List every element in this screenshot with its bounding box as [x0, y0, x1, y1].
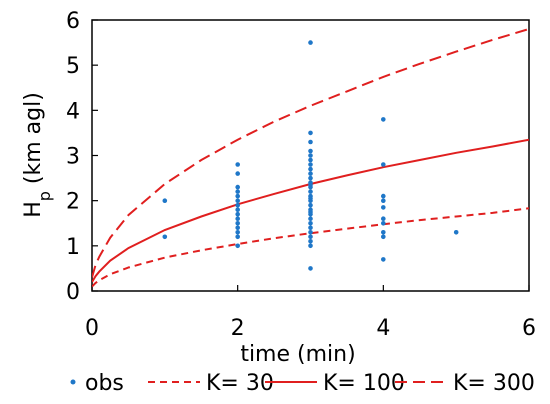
- obs-point: [381, 117, 386, 122]
- obs-point: [308, 209, 313, 215]
- y-tick-label: 6: [66, 9, 80, 34]
- x-tick-label: 2: [231, 316, 245, 341]
- obs-point: [235, 230, 240, 235]
- obs-point: [308, 175, 313, 181]
- obs-point: [308, 182, 313, 188]
- obs-point: [235, 189, 240, 194]
- obs-point: [235, 184, 240, 190]
- obs-point: [235, 193, 240, 199]
- obs-point: [308, 239, 313, 244]
- y-axis-title-rest: (km agl): [21, 92, 46, 191]
- legend-obs-marker: [70, 379, 76, 385]
- y-axis-title-main: H: [21, 201, 46, 218]
- x-tick-label: 0: [85, 316, 99, 341]
- legend-k300-label: K= 300: [453, 371, 535, 396]
- obs-point: [308, 196, 313, 201]
- obs-point: [308, 216, 313, 221]
- obs-point: [308, 171, 313, 176]
- obs-point: [308, 221, 313, 226]
- y-tick-label: 1: [66, 235, 80, 260]
- series-line-k300: [92, 28, 529, 278]
- obs-point: [235, 162, 240, 167]
- model-lines: [92, 28, 529, 288]
- obs-points: [162, 40, 459, 271]
- obs-point: [381, 198, 386, 203]
- obs-point: [235, 221, 240, 226]
- obs-point: [381, 257, 386, 262]
- ticks: 0 2 4 6 0 1 2 3 4 5 6: [66, 9, 536, 341]
- obs-point: [308, 166, 313, 172]
- obs-point: [381, 221, 386, 226]
- obs-point: [381, 193, 386, 199]
- obs-point: [308, 40, 313, 45]
- y-tick-label: 4: [66, 99, 80, 124]
- obs-point: [162, 234, 168, 240]
- obs-point: [381, 216, 386, 221]
- obs-point: [308, 266, 313, 271]
- obs-point: [235, 211, 240, 217]
- y-axis-title: Hp (km agl): [21, 92, 54, 218]
- obs-point: [235, 171, 240, 176]
- obs-point: [235, 202, 240, 208]
- obs-point: [235, 234, 240, 240]
- y-axis-title-sub: p: [35, 191, 54, 201]
- obs-point: [235, 216, 240, 221]
- series-line-k30: [92, 207, 529, 288]
- series-line-k100: [92, 138, 529, 283]
- obs-point: [235, 225, 240, 231]
- x-tick-label: 4: [376, 316, 390, 341]
- obs-point: [308, 130, 313, 136]
- legend-obs-label: obs: [85, 371, 124, 396]
- obs-point: [235, 198, 240, 203]
- obs-point: [381, 162, 386, 167]
- obs-point: [308, 148, 313, 154]
- x-tick-label: 6: [522, 316, 536, 341]
- obs-point: [308, 230, 313, 235]
- obs-point: [308, 234, 313, 240]
- y-tick-label: 5: [66, 54, 80, 79]
- y-tick-label: 3: [66, 145, 80, 170]
- obs-point: [162, 198, 168, 203]
- obs-point: [308, 139, 313, 145]
- y-tick-label: 2: [66, 190, 80, 215]
- y-tick-label: 0: [66, 280, 80, 305]
- obs-point: [235, 243, 240, 249]
- obs-point: [308, 202, 313, 208]
- obs-point: [308, 189, 313, 194]
- obs-point: [308, 225, 313, 231]
- obs-point: [453, 230, 459, 235]
- obs-point: [308, 162, 313, 167]
- obs-point: [381, 205, 386, 210]
- obs-point: [381, 230, 386, 235]
- obs-point: [308, 153, 313, 158]
- legend-k30-label: K= 30: [206, 371, 274, 396]
- obs-point: [235, 207, 240, 212]
- obs-point: [381, 234, 386, 240]
- x-axis-title: time (min): [240, 342, 355, 367]
- legend: obs K= 30 K= 100 K= 300: [70, 371, 535, 396]
- legend-k100-label: K= 100: [323, 371, 405, 396]
- obs-point: [308, 243, 313, 249]
- obs-point: [308, 157, 313, 163]
